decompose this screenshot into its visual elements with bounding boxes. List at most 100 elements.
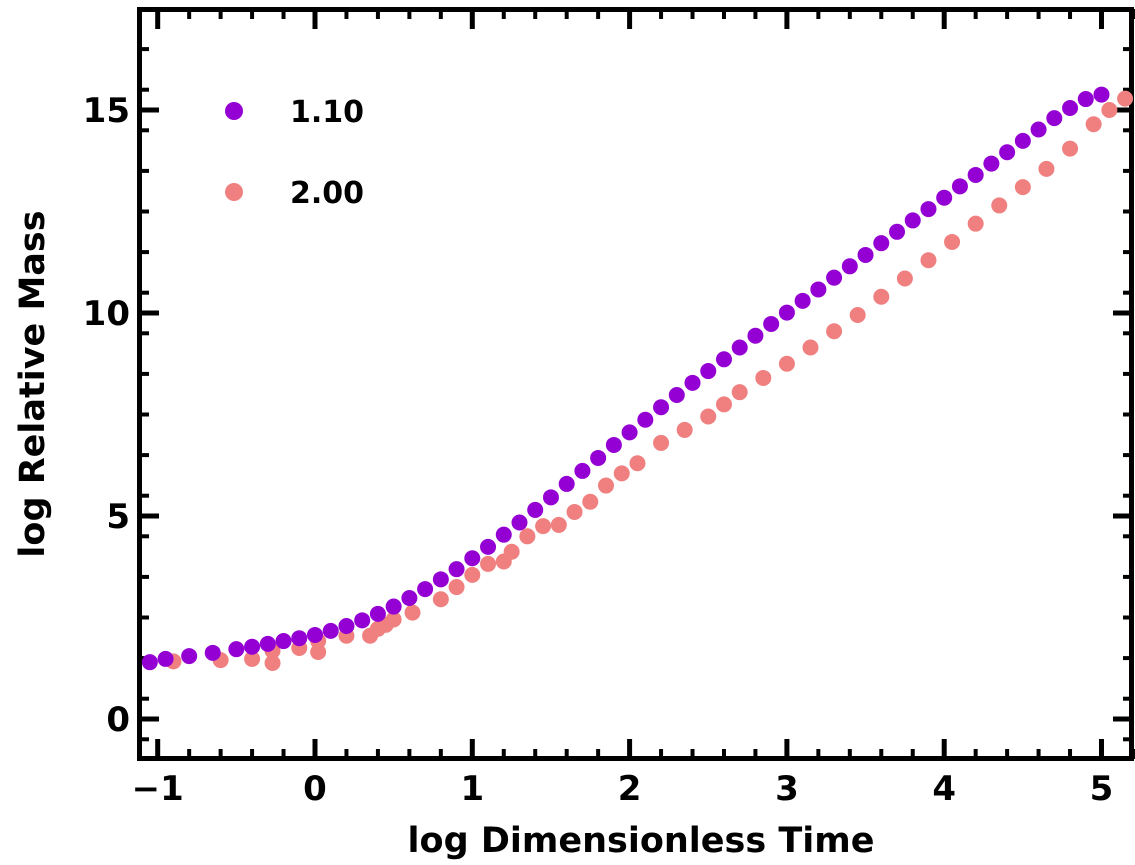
data-point-series-2 [1085,116,1102,133]
y-axis-label: log Relative Mass [13,210,53,557]
data-point-series-2 [849,307,866,324]
data-point-series-1 [810,281,827,298]
data-point-series-2 [991,197,1008,214]
x-axis-label: log Dimensionless Time [408,821,875,861]
data-point-series-2 [676,421,693,438]
legend: 1.10 2.00 [225,95,364,211]
data-point-series-1 [1062,99,1079,116]
y-tick-label: 5 [106,497,130,537]
data-point-series-1 [417,581,434,598]
data-point-series-2 [802,339,819,356]
data-point-series-1 [637,411,654,428]
x-tick-label: 3 [775,769,799,809]
y-tick-label: 15 [83,91,130,131]
data-point-series-2 [264,654,281,671]
data-point-series-2 [613,465,630,482]
data-point-series-2 [944,233,961,250]
data-point-series-2 [1014,179,1031,196]
data-point-series-2 [244,650,261,667]
data-point-series-1 [369,605,386,622]
data-points [141,86,1134,671]
data-point-series-1 [684,374,701,391]
data-point-series-1 [999,144,1016,161]
data-point-series-2 [310,644,327,661]
data-point-series-1 [527,501,544,518]
data-point-series-1 [385,598,402,615]
data-point-series-1 [244,638,261,655]
data-point-series-1 [511,514,528,531]
data-point-series-1 [228,641,245,658]
data-point-series-1 [778,304,795,321]
data-point-series-1 [763,315,780,332]
data-point-series-1 [1014,132,1031,149]
data-point-series-2 [1038,160,1055,177]
data-point-series-2 [967,215,984,232]
legend-marker [225,183,243,201]
data-point-series-2 [653,434,670,451]
data-point-series-1 [951,178,968,195]
data-point-series-1 [857,246,874,263]
data-point-series-2 [464,566,481,583]
data-point-series-1 [747,327,764,344]
data-point-series-2 [519,528,536,545]
data-point-series-2 [778,355,795,372]
data-point-series-1 [204,644,221,661]
data-point-series-2 [715,396,732,413]
data-point-series-1 [1030,121,1047,138]
data-point-series-2 [1101,102,1118,118]
data-point-series-2 [826,323,843,340]
data-point-series-1 [1046,110,1063,127]
data-point-series-1 [653,399,670,416]
data-point-series-1 [841,258,858,275]
data-point-series-1 [1093,86,1110,103]
legend-label: 2.00 [290,176,364,211]
data-point-series-1 [574,462,591,479]
data-point-series-2 [503,543,520,560]
data-point-series-1 [731,339,748,356]
data-point-series-1 [889,223,906,240]
x-tick-label: 2 [618,769,642,809]
data-point-series-1 [157,650,174,667]
x-tick-label: 5 [1090,769,1114,809]
legend-marker [225,102,243,120]
data-point-series-1 [920,201,937,218]
data-point-series-1 [715,351,732,368]
data-point-series-2 [873,288,890,305]
data-point-series-1 [259,635,276,652]
data-point-series-2 [432,591,449,608]
data-point-series-1 [432,571,449,588]
data-point-series-2 [896,270,913,287]
plot-frame [137,7,1134,761]
data-point-series-1 [401,590,418,607]
data-point-series-2 [582,493,599,510]
data-point-series-1 [181,648,198,665]
data-point-series-1 [141,654,158,671]
data-point-series-1 [936,189,953,206]
data-point-series-1 [621,424,638,441]
data-point-series-1 [291,630,308,647]
data-point-series-2 [480,555,497,572]
data-point-series-2 [448,579,465,596]
data-point-series-1 [495,526,512,543]
data-point-series-1 [983,155,1000,172]
data-point-series-1 [448,561,465,578]
data-point-series-2 [385,611,402,628]
data-point-series-1 [967,166,984,183]
legend-label: 1.10 [290,95,364,130]
data-point-series-1 [904,212,921,229]
data-point-series-2 [404,604,421,621]
data-point-series-1 [826,269,843,286]
data-point-series-2 [1062,140,1079,157]
data-point-series-1 [307,626,323,643]
data-point-series-2 [629,455,646,472]
data-point-series-2 [535,518,552,535]
data-point-series-2 [550,516,567,533]
data-point-series-1 [1077,91,1094,108]
data-point-series-1 [605,436,622,453]
x-tick-label: −1 [132,769,184,809]
data-point-series-1 [794,292,811,309]
data-point-series-1 [322,622,339,639]
data-point-series-1 [338,618,355,635]
x-tick-label: 4 [932,769,956,809]
